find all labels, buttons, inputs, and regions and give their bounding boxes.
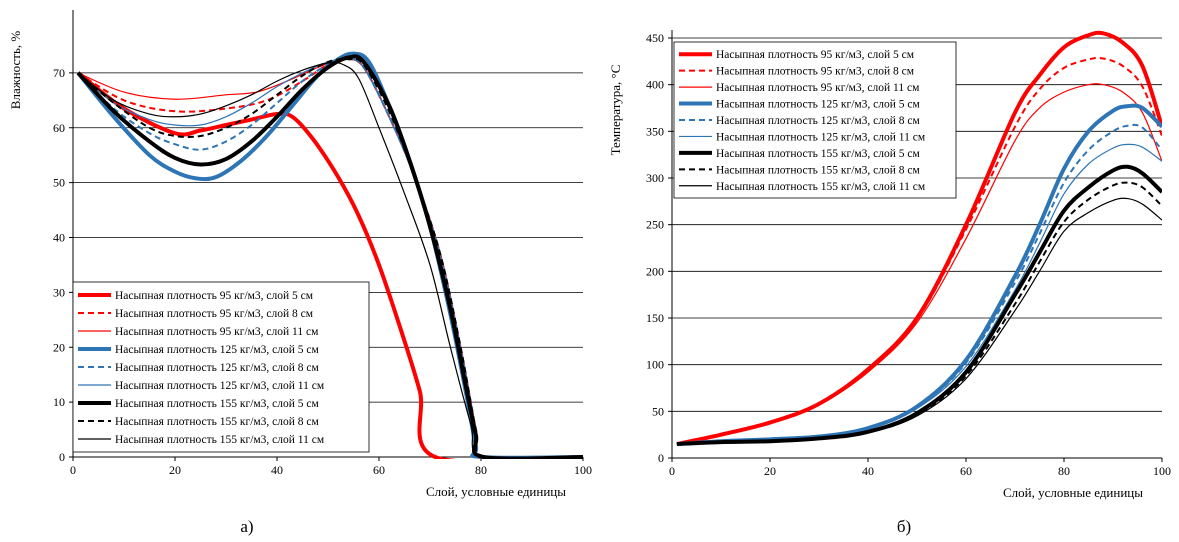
x-tick-label: 60 [960, 464, 972, 478]
legend-entry: Насыпная плотность 125 кг/м3, слой 11 см [716, 131, 926, 143]
legend-entry: Насыпная плотность 155 кг/м3, слой 5 см [115, 398, 320, 410]
legend-entry: Насыпная плотность 125 кг/м3, слой 8 см [716, 115, 921, 127]
y-tick-label: 20 [53, 340, 65, 354]
legend-box [673, 41, 957, 199]
x-tick-label: 80 [1058, 464, 1070, 478]
legend-entry: Насыпная плотность 95 кг/м3, слой 8 см [716, 66, 915, 78]
legend-entry: Насыпная плотность 125 кг/м3, слой 8 см [115, 362, 320, 374]
legend-entry: Насыпная плотность 155 кг/м3, слой 8 см [716, 164, 921, 176]
x-tick-label: 80 [475, 463, 487, 477]
x-tick-label: 60 [373, 463, 385, 477]
legend-entry: Насыпная плотность 95 кг/м3, слой 11 см [115, 326, 319, 338]
series-line [676, 181, 1162, 445]
y-tick-label: 50 [652, 404, 664, 418]
y-tick-label: 350 [646, 124, 664, 138]
y-tick-label: 50 [53, 176, 65, 190]
series-line [676, 197, 1162, 445]
x-tick-label: 40 [271, 463, 283, 477]
y-tick-label: 150 [646, 311, 664, 325]
series-line [676, 164, 1162, 446]
series-line [77, 57, 583, 459]
legend: Насыпная плотность 95 кг/м3, слой 5 см На… [673, 41, 957, 199]
legend: Насыпная плотность 95 кг/м3, слой 5 см На… [72, 281, 370, 453]
series-line [676, 83, 1162, 445]
x-tick-label: 0 [70, 463, 76, 477]
y-tick-label: 10 [53, 395, 65, 409]
x-tick-label: 100 [574, 463, 592, 477]
legend-entry: Насыпная плотность 155 кг/м3, слой 5 см [716, 148, 921, 160]
y-tick-label: 200 [646, 264, 664, 278]
x-tick-label: 20 [764, 464, 776, 478]
series-line [76, 54, 583, 459]
series-line [676, 56, 1162, 445]
series-line [77, 61, 583, 459]
legend-entry: Насыпная плотность 125 кг/м3, слой 11 см [115, 380, 325, 392]
legend-entry: Насыпная плотность 95 кг/м3, слой 8 см [115, 308, 314, 320]
y-tick-label: 0 [658, 451, 664, 465]
chart-a-moisture: 0 10 20 30 40 50 60 70 0 20 40 60 80 100 Влажность, % С… [8, 10, 592, 536]
y-tick-label: 300 [646, 171, 664, 185]
y-tick-label: 70 [53, 66, 65, 80]
y-tick-label: 60 [53, 121, 65, 135]
legend-entry: Насыпная плотность 125 кг/м3, слой 5 см [716, 99, 921, 111]
panel-label: а) [240, 517, 253, 536]
legend-entry: Насыпная плотность 125 кг/м3, слой 5 см [115, 344, 320, 356]
x-axis-title: Слой, условные единицы [1003, 485, 1143, 500]
legend-entry: Насыпная плотность 155 кг/м3, слой 11 см [716, 181, 926, 193]
x-axis-title: Слой, условные единицы [426, 484, 566, 499]
y-tick-label: 100 [646, 358, 664, 372]
y-tick-label: 0 [59, 450, 65, 464]
legend-box [72, 281, 370, 453]
series-line [76, 71, 583, 459]
panel-label: б) [897, 517, 911, 536]
x-tick-label: 20 [169, 463, 181, 477]
legend-entry: Насыпная плотность 155 кг/м3, слой 8 см [115, 416, 320, 428]
x-tick-label: 40 [862, 464, 874, 478]
y-tick-label: 250 [646, 218, 664, 232]
y-tick-label: 450 [646, 31, 664, 45]
x-tick-label: 100 [1153, 464, 1171, 478]
y-tick-label: 40 [53, 231, 65, 245]
legend-entry: Насыпная плотность 155 кг/м3, слой 11 см [115, 434, 325, 446]
y-axis-title: Влажность, % [8, 31, 23, 110]
legend-entry: Насыпная плотность 95 кг/м3, слой 5 см [115, 290, 314, 302]
chart-b-temperature: 0 50 100 150 200 250 300 350 400 450 0 20 40 60 80 100 Т… [608, 30, 1171, 536]
x-tick-label: 0 [669, 464, 675, 478]
legend-entry: Насыпная плотность 95 кг/м3, слой 5 см [716, 49, 915, 61]
y-tick-label: 30 [53, 285, 65, 299]
legend-entry: Насыпная плотность 95 кг/м3, слой 11 см [716, 82, 920, 94]
y-tick-label: 400 [646, 78, 664, 92]
y-axis-title: Температура, °С [608, 65, 623, 156]
